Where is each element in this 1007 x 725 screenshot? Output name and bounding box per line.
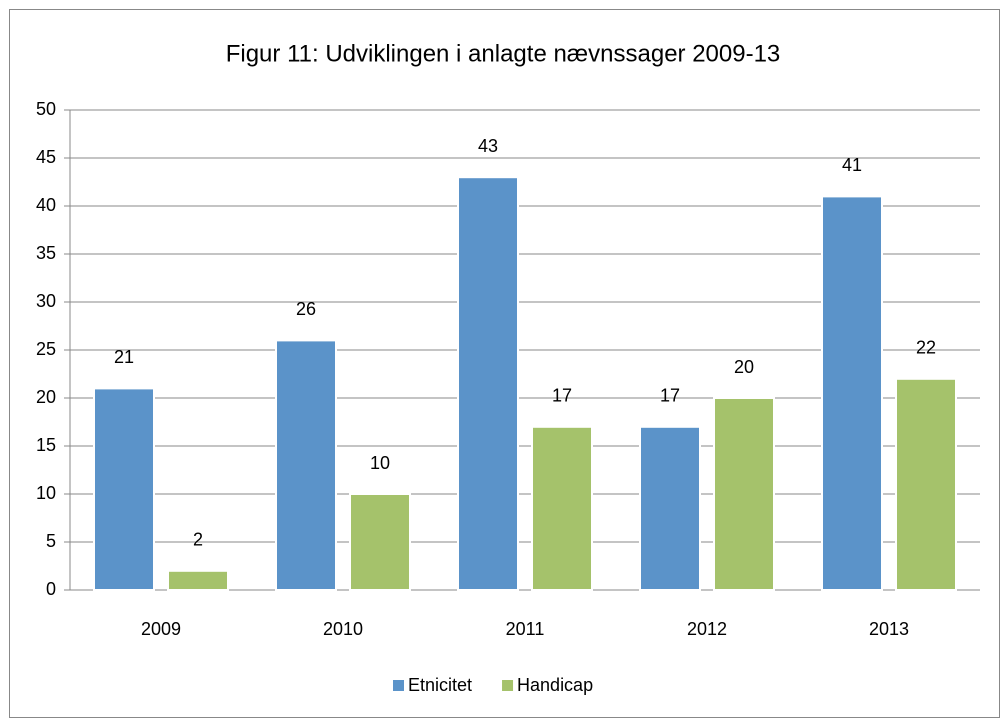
bar — [93, 387, 155, 591]
data-label: 20 — [734, 357, 754, 377]
y-tick-label: 0 — [46, 579, 56, 599]
data-label: 43 — [478, 136, 498, 156]
bar — [531, 425, 593, 591]
y-tick-label: 15 — [36, 435, 56, 455]
y-tick-label: 10 — [36, 483, 56, 503]
bar — [639, 425, 701, 591]
x-tick-label: 2013 — [869, 619, 909, 639]
x-tick-label: 2010 — [323, 619, 363, 639]
data-label: 2 — [193, 530, 203, 550]
data-label: 22 — [916, 338, 936, 358]
x-tick-label: 2009 — [141, 619, 181, 639]
y-tick-label: 25 — [36, 339, 56, 359]
bar — [821, 195, 883, 591]
bar — [275, 339, 337, 591]
y-tick-label: 45 — [36, 147, 56, 167]
data-label: 41 — [842, 155, 862, 175]
bar — [349, 493, 411, 591]
y-tick-label: 40 — [36, 195, 56, 215]
y-tick-label: 35 — [36, 243, 56, 263]
y-tick-label: 30 — [36, 291, 56, 311]
bar — [167, 569, 229, 591]
chart-title: Figur 11: Udviklingen i anlagte nævnssag… — [226, 40, 781, 67]
legend-swatch — [502, 680, 514, 691]
data-label: 17 — [660, 386, 680, 406]
x-tick-label: 2012 — [687, 619, 727, 639]
data-label: 21 — [114, 347, 134, 367]
y-tick-label: 20 — [36, 387, 56, 407]
y-tick-label: 50 — [36, 99, 56, 119]
data-label: 26 — [296, 299, 316, 319]
legend-label: Etnicitet — [408, 675, 472, 695]
legend-swatch — [393, 680, 404, 691]
x-tick-label: 2011 — [506, 619, 545, 639]
bar — [457, 176, 519, 591]
bar — [713, 397, 775, 591]
data-label: 10 — [370, 453, 390, 473]
y-tick-label: 5 — [46, 531, 56, 551]
legend-label: Handicap — [517, 675, 593, 695]
bar — [895, 377, 957, 591]
data-label: 17 — [552, 386, 572, 406]
